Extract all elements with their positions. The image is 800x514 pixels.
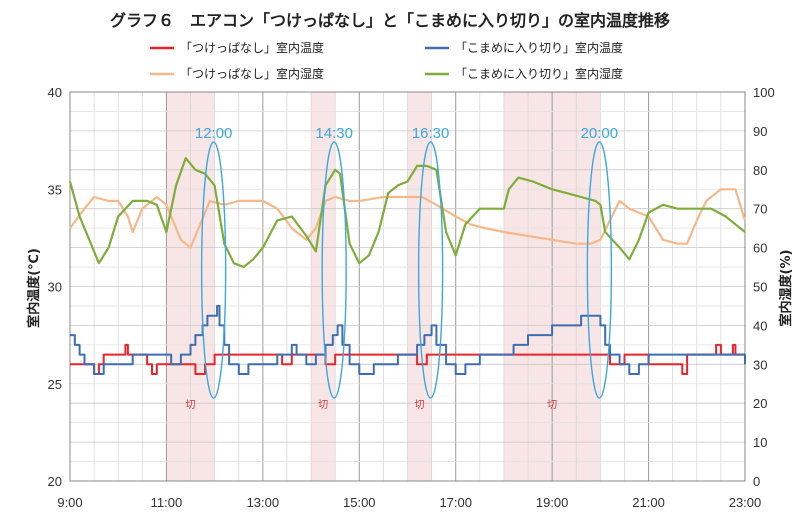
annotation-ellipse	[417, 141, 444, 399]
y-right-tick-label: 80	[753, 163, 767, 178]
y-right-tick-label: 90	[753, 124, 767, 139]
series-line	[69, 188, 747, 249]
y-left-tick-label: 20	[48, 474, 62, 489]
annotation-ellipse	[200, 141, 227, 399]
off-label: 切	[415, 399, 425, 411]
y-left-tick-label: 40	[48, 85, 62, 100]
annotation-ellipse	[321, 141, 347, 399]
y-right-tick-label: 100	[753, 85, 775, 100]
x-tick-label: 19:00	[536, 495, 569, 510]
x-tick-label: 17:00	[439, 495, 472, 510]
plot-frame	[69, 91, 746, 482]
y-axis-left-label: 室内温度(℃)	[26, 248, 42, 328]
y-left-tick-label: 35	[48, 182, 62, 197]
off-label: 切	[318, 399, 328, 411]
chart-title: グラフ６ エアコン「つけっぱなし」と「こまめに入り切り」の室内温度推移	[110, 11, 670, 30]
legend-label: 「つけっぱなし」室内湿度	[180, 66, 324, 81]
x-tick-label: 9:00	[57, 495, 82, 510]
y-right-tick-label: 20	[753, 396, 767, 411]
y-right-tick-label: 40	[753, 318, 767, 333]
legend: 「つけっぱなし」室内温度 「こまめに入り切り」室内温度「つけっぱなし」室内湿度 「こ…	[150, 40, 623, 81]
x-tick-label: 15:00	[343, 495, 376, 510]
x-tick-label: 11:00	[151, 495, 183, 510]
y-left-tick-label: 30	[48, 280, 62, 295]
annotation-ellipses	[200, 141, 613, 399]
x-tick-label: 13:00	[247, 495, 280, 510]
legend-label: 「つけっぱなし」室内温度	[180, 40, 324, 55]
y-right-tick-label: 60	[753, 241, 767, 256]
annotation-label: 12:00	[195, 125, 233, 142]
annotation-ellipse	[586, 141, 613, 399]
annotation-labels: 12:00 14:30 16:30 20:00	[195, 125, 618, 142]
x-tick-label: 21:00	[632, 495, 665, 510]
annotation-label: 14:30	[315, 125, 353, 142]
y-axis-right-label: 室内湿度(%)	[778, 250, 794, 327]
y-right-tick-label: 70	[753, 202, 767, 217]
annotation-label: 20:00	[581, 125, 619, 142]
y-right-tick-label: 30	[753, 357, 767, 372]
y-right-tick-label: 50	[753, 280, 767, 295]
grid	[69, 91, 746, 482]
off-label: 切	[547, 399, 557, 411]
legend-label: 「こまめに入り切り」室内湿度	[455, 66, 623, 81]
annotation-label: 16:30	[412, 125, 450, 142]
y-right-tick-label: 10	[753, 435, 767, 450]
y-right-tick-label: 0	[753, 474, 760, 489]
series-line	[70, 304, 746, 375]
off-labels: 切切切切	[186, 399, 558, 411]
y-left-tick-label: 25	[48, 377, 62, 392]
legend-label: 「こまめに入り切り」室内温度	[455, 40, 623, 55]
x-tick-label: 23:00	[729, 495, 762, 510]
off-label: 切	[186, 399, 196, 411]
axes: 9:00 11:00 13:00 15:00 17:00 19:00 21:00 23:00 2…	[48, 85, 775, 510]
series-line	[68, 157, 746, 269]
